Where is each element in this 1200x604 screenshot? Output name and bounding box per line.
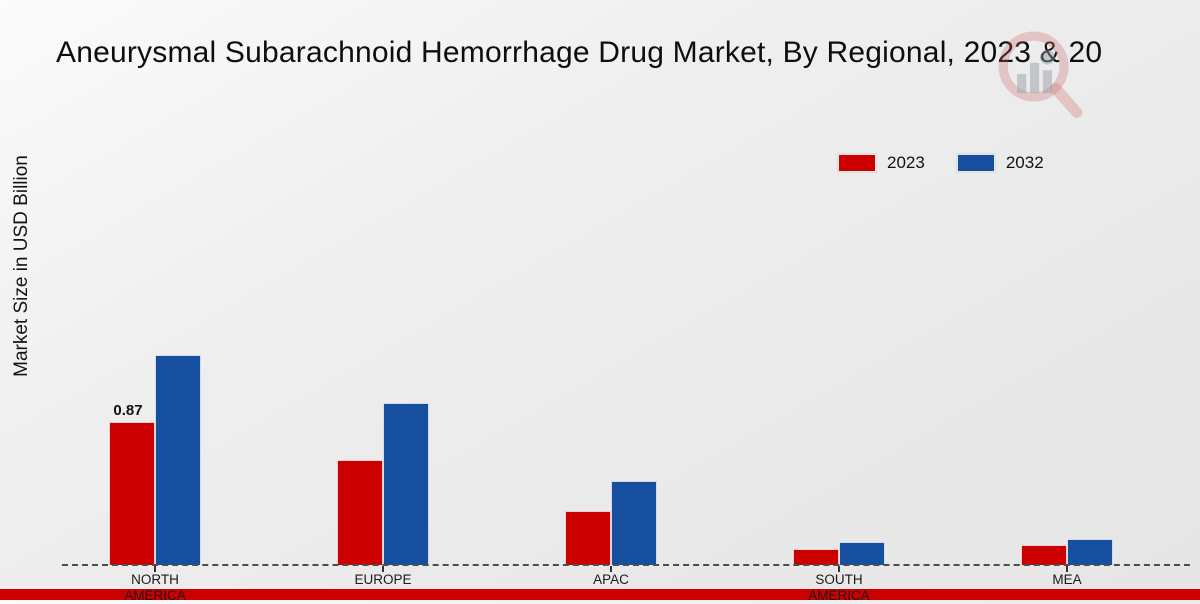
bar-2032-europe [383,403,429,565]
footer-red-band [0,589,1200,600]
legend-swatch-2023 [838,154,876,172]
bar-2032-north-america [155,355,201,565]
legend-label-2023: 2023 [887,153,925,172]
x-axis-tick [154,566,156,572]
x-axis-category-label: NORTH AMERICA [124,572,186,603]
legend-swatch-2032 [956,154,995,172]
x-axis-tick [838,566,840,572]
magnifier-bar-chart-logo-icon [995,26,1087,118]
x-axis-tick [382,566,384,572]
bar-2032-south-america [839,542,885,565]
legend-item-2023: 2023 [838,153,925,173]
bar-2023-north-america [109,422,155,565]
x-axis-category-label: MEA [1052,572,1082,587]
bar-2023-mea [1021,545,1067,565]
bar-2023-south-america [793,549,839,565]
bar-2032-mea [1067,539,1113,565]
x-axis-tick [610,566,612,572]
bar-2023-europe [337,460,383,565]
x-axis-category-label: APAC [593,572,629,587]
chart-title: Aneurysmal Subarachnoid Hemorrhage Drug … [56,36,1103,69]
x-axis-category-label: SOUTH AMERICA [808,572,870,603]
legend: 2023 2032 [838,153,1044,173]
bar-2023-apac [565,511,611,565]
x-axis-baseline [62,564,1190,566]
bar-2032-apac [611,481,657,565]
x-axis-category-label: EUROPE [354,572,412,587]
legend-label-2032: 2032 [1005,153,1044,172]
legend-item-2032: 2032 [956,153,1044,173]
bar-value-label: 0.87 [113,402,143,419]
x-axis-tick [1066,566,1068,572]
